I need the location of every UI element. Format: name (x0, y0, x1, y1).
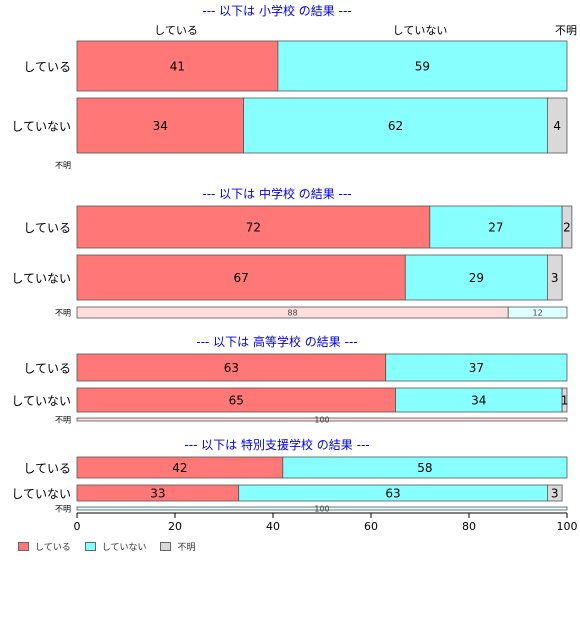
row-label-2-2: 不明 (55, 416, 71, 425)
data-label-3-0-1: 58 (417, 461, 432, 475)
bar-segment-2-1-0 (76, 387, 396, 413)
bar-segment-2-2-0 (76, 417, 568, 422)
data-label-2-1-2: 1 (561, 394, 569, 408)
bar-segment-1-2-1 (507, 306, 568, 319)
data-label-3-1-2: 3 (551, 487, 559, 501)
data-label-2-2-0: 100 (314, 416, 329, 425)
legend-swatch-fumei (160, 542, 172, 551)
bar-segment-2-1-2 (561, 387, 568, 413)
legend-item-fumei: 不明 (160, 540, 195, 553)
panel-title-1: --- 以下は 中学校 の結果 --- (202, 186, 351, 201)
x-tick-label-1: 20 (168, 520, 182, 533)
legend-swatch-shiteinai (84, 542, 96, 551)
row-label-3-0: している (23, 462, 71, 476)
row-label-1-1: していない (11, 272, 71, 286)
bar-segment-3-0-1 (282, 456, 568, 479)
row-label-3-2: 不明 (55, 505, 71, 514)
row-label-0-2: 不明 (55, 161, 71, 170)
bar-segment-1-1-2 (547, 254, 563, 301)
bar-segment-0-1-2 (547, 97, 568, 154)
data-label-2-1-1: 34 (471, 394, 486, 408)
row-label-2-0: している (23, 362, 71, 376)
data-label-0-1-1: 62 (388, 119, 403, 133)
top-column-label-2: 不明 (555, 24, 577, 37)
x-tick-label-3: 60 (364, 520, 378, 533)
data-label-3-2-1: 100 (314, 505, 329, 514)
row-label-0-0: している (23, 60, 71, 74)
data-label-3-0-0: 42 (172, 461, 187, 475)
data-label-2-0-1: 37 (469, 361, 484, 375)
data-label-0-0-1: 59 (415, 60, 430, 74)
data-label-1-0-1: 27 (488, 221, 503, 235)
row-label-0-1: していない (11, 120, 71, 134)
data-label-3-1-0: 33 (150, 487, 165, 501)
legend: している していない 不明 (18, 540, 195, 553)
data-label-1-2-0: 88 (288, 309, 298, 318)
top-column-label-1: していない (393, 24, 448, 37)
top-column-label-0: している (154, 24, 198, 37)
data-label-1-2-1: 12 (533, 309, 543, 318)
bar-segment-1-1-1 (404, 254, 548, 301)
panel-title-3: --- 以下は 特別支援学校 の結果 --- (184, 437, 369, 452)
data-label-1-0-2: 2 (563, 221, 571, 235)
bar-segment-2-0-1 (385, 353, 568, 382)
legend-label-fumei: 不明 (177, 543, 196, 553)
panel-title-2: --- 以下は 高等学校 の結果 --- (196, 334, 357, 349)
x-tick-label-4: 80 (462, 520, 476, 533)
x-tick-label-5: 100 (557, 520, 578, 533)
bar-segment-1-0-2 (561, 205, 573, 249)
x-tick-label-2: 40 (266, 520, 280, 533)
x-tick-label-0: 0 (74, 520, 81, 533)
legend-swatch-shiteiru (18, 542, 29, 551)
data-label-3-1-1: 63 (385, 487, 400, 501)
data-label-0-1-2: 4 (553, 119, 561, 133)
bar-segment-0-1-0 (76, 97, 245, 154)
bar-segment-0-1-1 (243, 97, 548, 154)
data-label-1-1-2: 3 (551, 271, 559, 285)
row-label-2-1: していない (11, 394, 71, 408)
data-label-2-0-0: 63 (224, 361, 239, 375)
legend-item-shiteinai: していない (84, 540, 147, 553)
row-label-1-2: 不明 (55, 309, 71, 318)
data-label-0-1-0: 34 (153, 119, 168, 133)
row-label-3-1: していない (11, 487, 71, 501)
bar-segment-0-0-1 (277, 40, 568, 92)
bar-segment-1-0-0 (76, 205, 431, 249)
legend-label-shiteiru: している (35, 543, 71, 553)
panel-title-0: --- 以下は 小学校 の結果 --- (202, 3, 351, 18)
legend-label-shiteinai: していない (101, 543, 147, 553)
bar-segment-2-0-0 (76, 353, 387, 382)
data-label-1-1-1: 29 (469, 271, 484, 285)
bar-segment-3-2-1 (76, 506, 568, 511)
data-label-1-1-0: 67 (234, 271, 249, 285)
data-label-2-1-0: 65 (229, 394, 244, 408)
bar-segment-3-1-2 (547, 484, 563, 502)
data-label-0-0-0: 41 (170, 60, 185, 74)
legend-item-shiteiru: している (18, 540, 71, 553)
data-label-1-0-0: 72 (246, 221, 261, 235)
bar-segment-0-0-0 (76, 40, 279, 92)
row-label-1-0: している (23, 221, 71, 235)
